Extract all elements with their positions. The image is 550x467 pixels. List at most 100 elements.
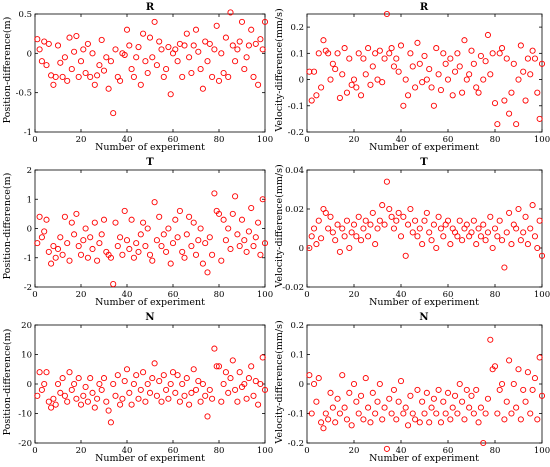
data-point — [225, 225, 232, 232]
data-point — [140, 369, 147, 376]
data-point — [117, 234, 124, 241]
y-axis-label: Position-difference(m) — [2, 17, 13, 124]
data-point — [494, 121, 501, 128]
data-point — [87, 234, 94, 241]
chart-title: R — [420, 2, 429, 13]
y-tick-label: 0 — [299, 380, 304, 390]
data-point — [390, 225, 398, 232]
data-point — [135, 43, 142, 51]
y-axis-label: Position-difference(m) — [2, 173, 13, 280]
data-point — [322, 209, 329, 216]
data-point — [346, 389, 353, 396]
data-point — [397, 42, 405, 49]
data-point — [174, 372, 181, 379]
data-point — [163, 66, 170, 73]
data-point — [395, 68, 402, 75]
data-point — [179, 248, 186, 255]
data-point — [477, 233, 484, 240]
data-point — [259, 196, 266, 203]
data-point — [192, 251, 200, 258]
data-point — [112, 46, 119, 53]
data-point — [463, 386, 470, 393]
data-point — [353, 84, 360, 91]
data-point — [428, 404, 435, 411]
data-point — [163, 386, 170, 393]
x-tick-label: 20 — [76, 135, 87, 145]
data-point — [252, 40, 259, 47]
data-point — [103, 54, 110, 61]
y-tick-label: 0.1 — [290, 49, 304, 59]
data-point — [77, 251, 85, 258]
data-point — [261, 18, 269, 25]
data-point — [172, 389, 179, 396]
data-point — [355, 410, 362, 417]
data-point — [506, 357, 513, 364]
data-point — [496, 217, 503, 224]
x-tick-label: 60 — [168, 135, 179, 145]
data-point — [43, 62, 50, 69]
data-point — [430, 395, 437, 402]
data-point — [454, 50, 461, 57]
data-point — [190, 366, 197, 373]
data-point — [123, 237, 131, 244]
data-point — [259, 354, 266, 361]
data-point — [350, 221, 358, 228]
data-point — [245, 375, 252, 382]
data-point — [496, 50, 503, 57]
data-point — [409, 63, 416, 70]
data-point — [142, 58, 149, 65]
data-point — [503, 55, 510, 62]
data-point — [423, 209, 430, 216]
data-point — [306, 244, 313, 252]
data-point — [82, 383, 89, 391]
data-point — [64, 77, 71, 84]
data-point — [100, 67, 108, 74]
data-point — [421, 217, 428, 224]
data-point — [133, 240, 140, 247]
data-point — [160, 372, 167, 379]
data-point — [325, 225, 332, 232]
data-point — [334, 395, 341, 402]
data-point — [498, 380, 506, 388]
x-tick-label: 100 — [534, 135, 550, 145]
data-point — [468, 229, 475, 236]
data-point — [222, 34, 229, 41]
data-point — [412, 84, 419, 91]
data-point — [94, 395, 101, 402]
data-point — [400, 410, 407, 417]
data-point — [121, 51, 128, 58]
data-point — [229, 42, 236, 49]
data-point — [222, 237, 229, 244]
data-point — [482, 237, 489, 244]
data-point — [477, 404, 484, 411]
data-point — [461, 225, 468, 232]
data-point — [87, 73, 94, 80]
data-point — [308, 97, 315, 104]
data-point — [234, 231, 241, 238]
data-point — [112, 219, 119, 226]
data-point — [197, 398, 204, 405]
data-point — [156, 377, 163, 385]
data-point — [257, 36, 264, 43]
data-point — [390, 386, 398, 393]
data-point — [365, 404, 372, 411]
data-point — [468, 392, 475, 399]
data-point — [517, 42, 524, 49]
data-point — [517, 237, 524, 244]
data-point — [360, 416, 367, 423]
data-point — [123, 26, 131, 33]
data-point — [388, 45, 395, 52]
data-point — [470, 60, 477, 67]
data-point — [146, 389, 154, 396]
data-point — [77, 401, 85, 408]
y-tick-label: -0.2 — [288, 128, 304, 138]
data-point — [313, 241, 320, 248]
data-point — [110, 380, 117, 388]
data-point — [313, 398, 320, 405]
data-point — [315, 217, 322, 224]
data-point — [508, 410, 515, 417]
y-tick-label: 0 — [299, 76, 304, 86]
data-point — [357, 237, 365, 244]
data-point — [165, 225, 172, 232]
data-point — [506, 209, 513, 216]
